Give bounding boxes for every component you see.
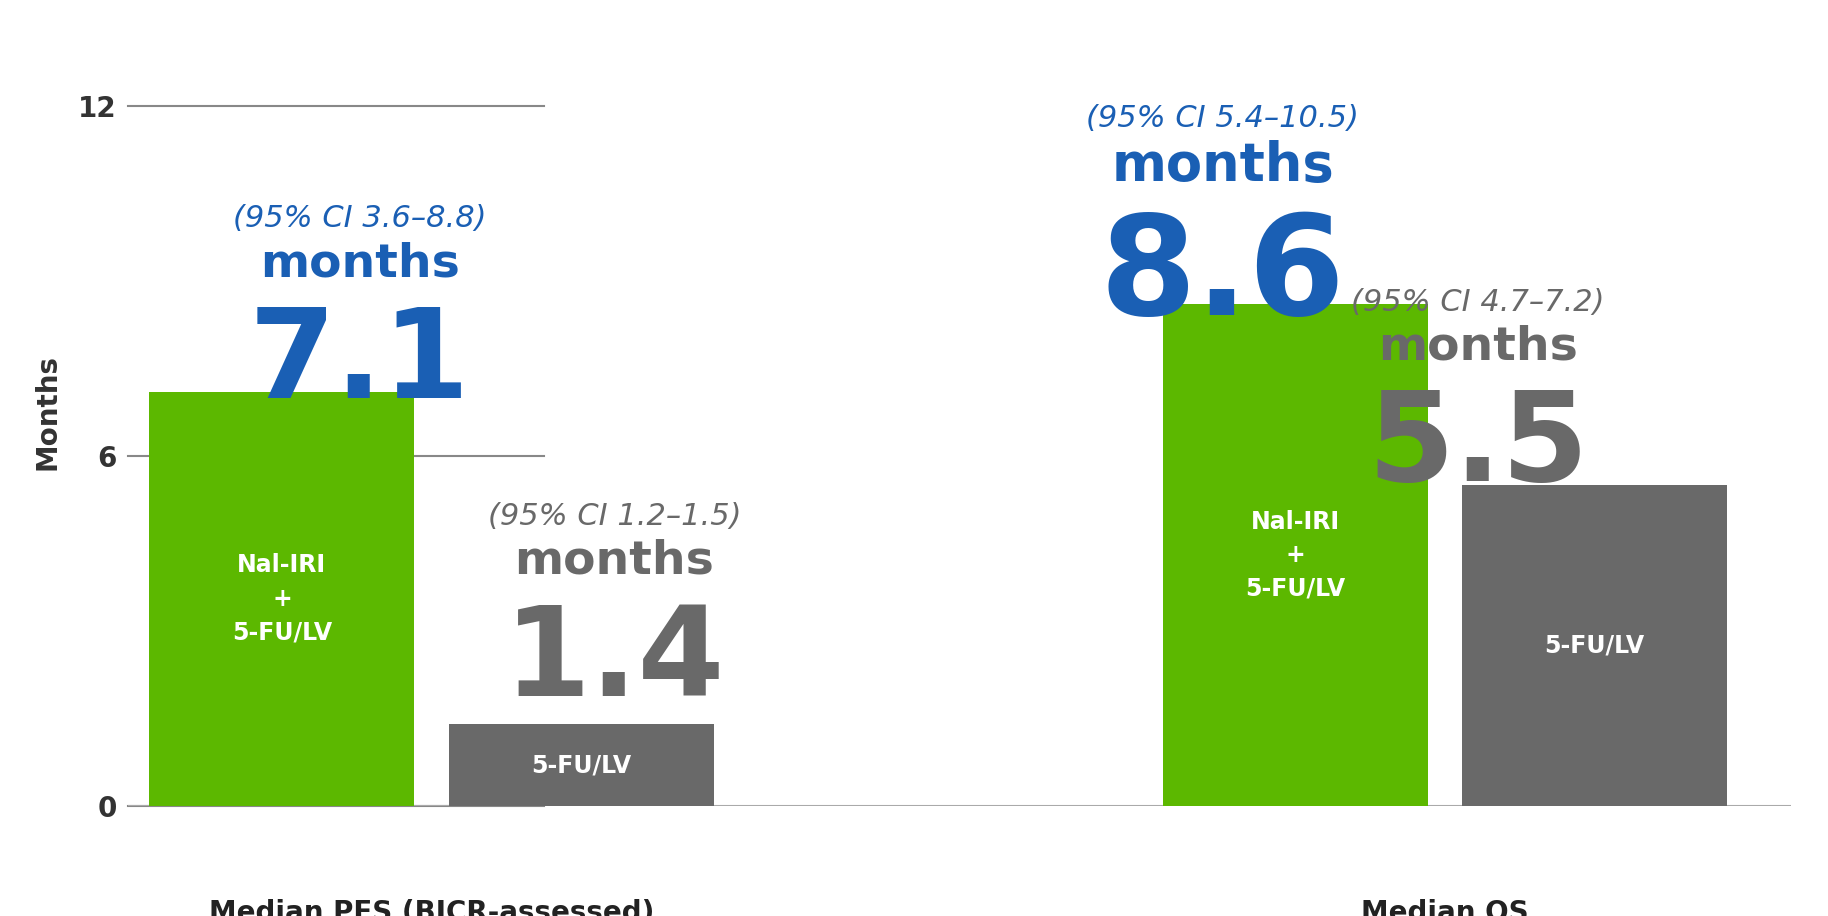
Text: months: months bbox=[1111, 140, 1334, 192]
Text: 8.6: 8.6 bbox=[1100, 210, 1345, 344]
Text: Nal-IRI
+
5-FU/LV: Nal-IRI + 5-FU/LV bbox=[1245, 509, 1345, 601]
Text: 1.4: 1.4 bbox=[505, 601, 726, 722]
Bar bbox=[1462, 485, 1727, 806]
Text: Median OS: Median OS bbox=[1362, 900, 1528, 916]
Y-axis label: Months: Months bbox=[33, 354, 62, 470]
Text: (95% CI 1.2–1.5): (95% CI 1.2–1.5) bbox=[488, 502, 742, 531]
Text: months: months bbox=[1378, 324, 1578, 370]
Text: months: months bbox=[260, 241, 459, 286]
Bar bbox=[1163, 304, 1428, 806]
Text: (95% CI 5.4–10.5): (95% CI 5.4–10.5) bbox=[1086, 104, 1360, 133]
Text: 7.1: 7.1 bbox=[249, 303, 470, 424]
Bar bbox=[150, 392, 415, 806]
Text: (95% CI 4.7–7.2): (95% CI 4.7–7.2) bbox=[1351, 288, 1605, 317]
Text: Median PFS (BICR-assessed): Median PFS (BICR-assessed) bbox=[208, 900, 654, 916]
Text: months: months bbox=[515, 539, 715, 583]
Text: 5-FU/LV: 5-FU/LV bbox=[1545, 634, 1645, 658]
Text: (95% CI 3.6–8.8): (95% CI 3.6–8.8) bbox=[232, 204, 486, 234]
Text: Nal-IRI
+
5-FU/LV: Nal-IRI + 5-FU/LV bbox=[232, 553, 333, 645]
Text: 5-FU/LV: 5-FU/LV bbox=[532, 753, 631, 778]
Bar bbox=[448, 725, 713, 806]
Text: 5.5: 5.5 bbox=[1367, 387, 1589, 507]
